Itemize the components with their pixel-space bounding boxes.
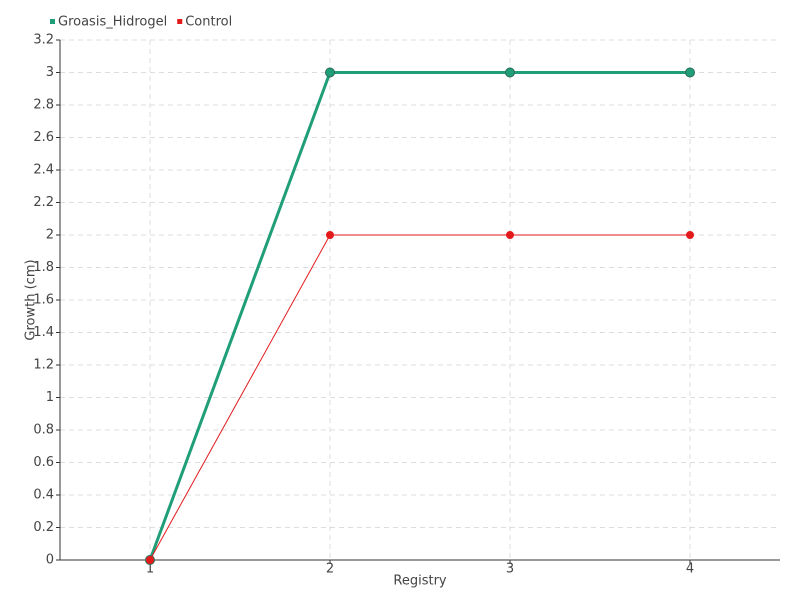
- y-axis-label: Growth (cm): [24, 259, 39, 340]
- y-tick-label: 1.2: [33, 358, 54, 373]
- y-tick-label: 1.4: [33, 325, 54, 340]
- legend-label: Groasis_Hidrogel: [58, 15, 167, 30]
- data-point: [326, 231, 334, 239]
- x-tick-label: 3: [506, 562, 514, 577]
- data-point: [325, 67, 335, 78]
- data-point: [686, 231, 694, 239]
- y-tick-label: 1.8: [33, 260, 54, 275]
- data-point: [685, 67, 695, 78]
- x-tick-label: 1: [146, 562, 154, 577]
- y-tick-label: 0: [46, 553, 54, 568]
- data-point: [146, 556, 154, 564]
- data-point: [506, 231, 514, 239]
- y-tick-label: 2.4: [33, 163, 54, 178]
- legend-swatch: [50, 19, 55, 24]
- y-tick-label: 0.6: [33, 455, 54, 470]
- series-line: [149, 234, 690, 561]
- y-tick-label: 1: [46, 390, 54, 405]
- y-tick-label: 2: [46, 228, 54, 243]
- y-tick-label: 1.6: [33, 293, 54, 308]
- y-tick-label: 0.4: [33, 488, 54, 503]
- y-tick-label: 2.6: [33, 130, 54, 145]
- y-tick-label: 3: [46, 65, 54, 80]
- x-tick-label: 2: [326, 562, 334, 577]
- y-tick-label: 0.2: [33, 520, 54, 535]
- data-point: [505, 67, 515, 78]
- y-tick-label: 3.2: [33, 33, 54, 48]
- legend-swatch: [177, 19, 183, 24]
- series-line: [148, 71, 690, 561]
- legend-label: Control: [185, 15, 232, 30]
- y-tick-label: 2.2: [33, 195, 54, 210]
- x-tick-label: 4: [686, 562, 694, 577]
- x-axis-label: Registry: [393, 574, 447, 589]
- y-tick-label: 2.8: [33, 98, 54, 113]
- y-tick-label: 0.8: [33, 423, 54, 438]
